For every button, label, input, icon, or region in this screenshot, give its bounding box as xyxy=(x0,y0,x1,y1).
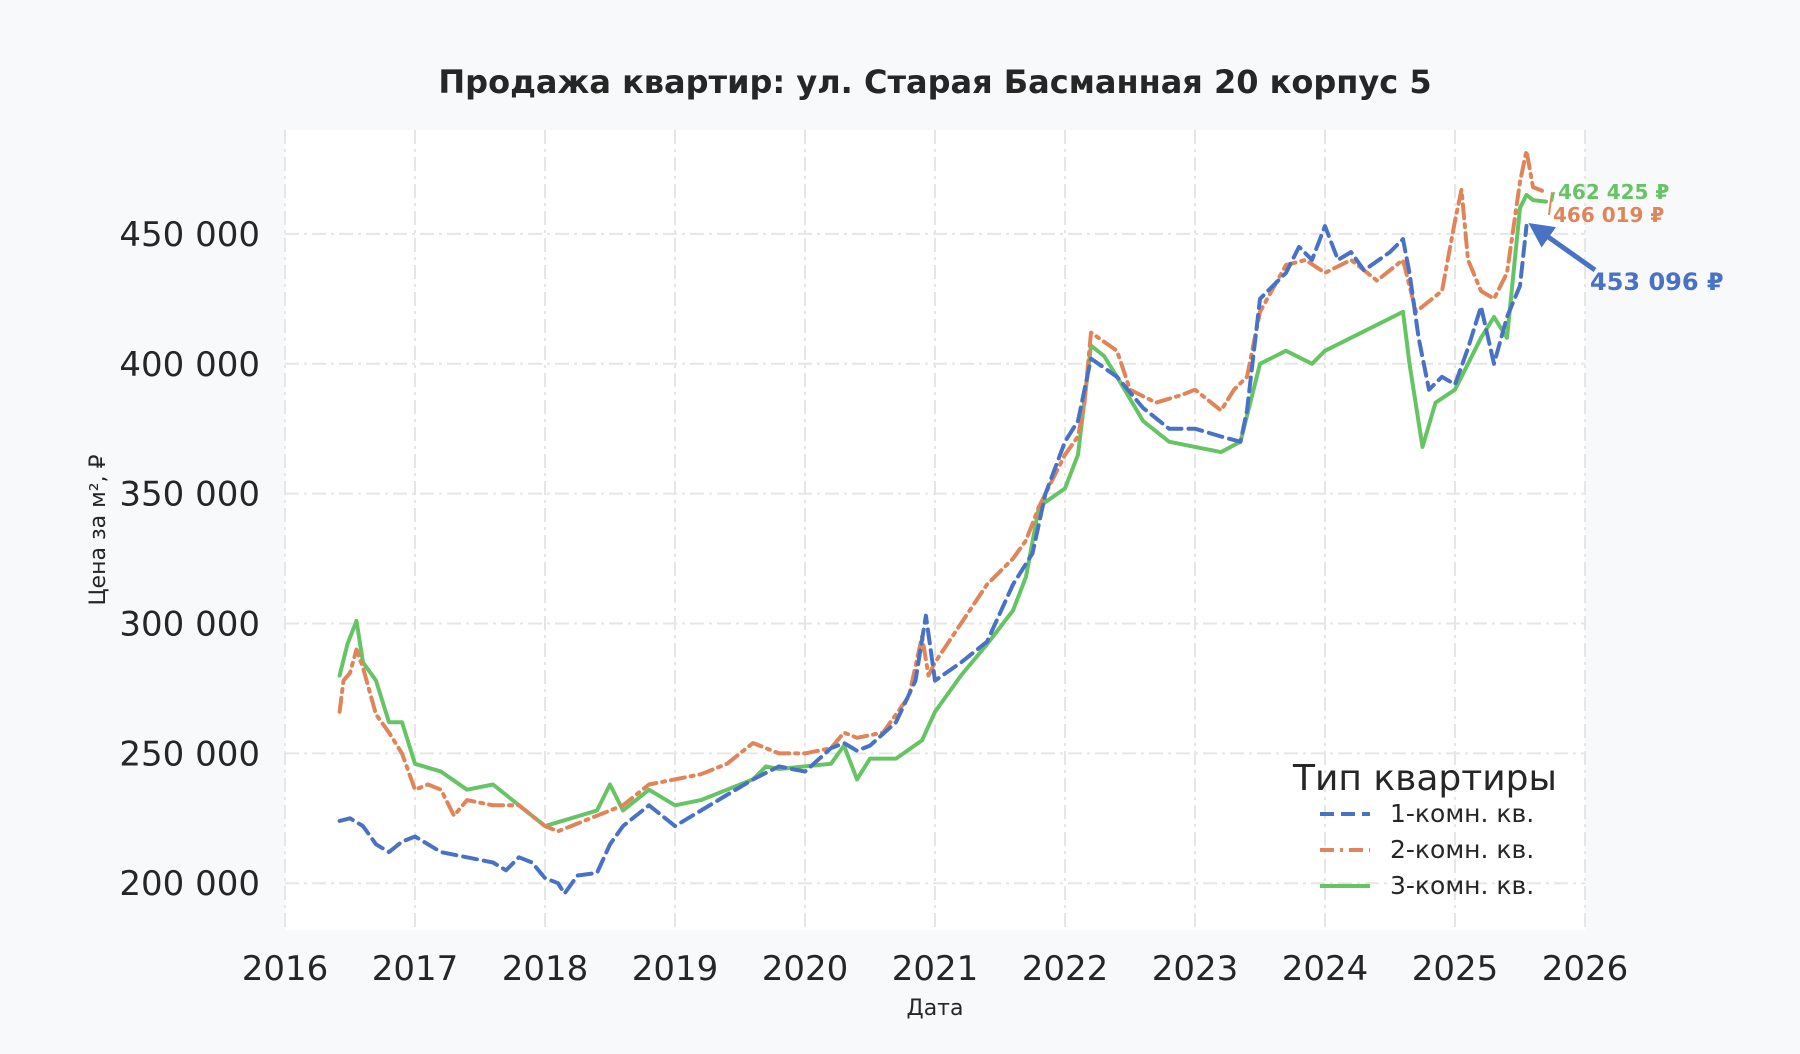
x-tick-label: 2023 xyxy=(1152,949,1239,989)
chart-title: Продажа квартир: ул. Старая Басманная 20… xyxy=(438,63,1431,101)
x-tick-label: 2020 xyxy=(762,949,849,989)
legend-label: 2-комн. кв. xyxy=(1390,835,1534,864)
grid xyxy=(284,130,1586,930)
x-tick-label: 2017 xyxy=(372,949,459,989)
annotation-leader xyxy=(1551,191,1555,202)
annotations: 453 096 ₽ 466 019 ₽462 425 ₽ xyxy=(1528,180,1724,296)
legend-label: 1-комн. кв. xyxy=(1390,799,1534,828)
y-tick-label: 450 000 xyxy=(119,215,260,255)
legend-items: 1-комн. кв. 2-комн. кв. 3-комн. кв. xyxy=(1320,799,1534,900)
y-tick-label: 250 000 xyxy=(119,734,260,774)
x-tick-label: 2024 xyxy=(1282,949,1369,989)
legend: Тип квартиры 1-комн. кв. 2-комн. кв. 3-ком… xyxy=(1292,758,1557,900)
annotation-label: 453 096 ₽ xyxy=(1590,268,1724,296)
series-line-3 xyxy=(337,192,1548,829)
y-tick-label: 400 000 xyxy=(119,345,260,385)
y-axis-label: Цена за м², ₽ xyxy=(86,454,111,605)
x-tick-label: 2022 xyxy=(1022,949,1109,989)
series-line-2 xyxy=(337,148,1548,834)
x-axis-label: Дата xyxy=(907,996,964,1021)
y-tick-label: 350 000 xyxy=(119,475,260,515)
annotation-arrow xyxy=(1528,222,1597,273)
y-tick-label: 300 000 xyxy=(119,605,260,645)
annotation-label: 466 019 ₽ xyxy=(1553,203,1664,227)
annotation-leader xyxy=(1548,192,1553,216)
x-tick-label: 2018 xyxy=(502,949,589,989)
annotation-label: 462 425 ₽ xyxy=(1558,180,1669,204)
x-tick-label: 2026 xyxy=(1542,949,1629,989)
x-tick-label: 2025 xyxy=(1412,949,1499,989)
legend-label: 3-комн. кв. xyxy=(1390,871,1534,900)
x-tick-label: 2016 xyxy=(242,949,329,989)
legend-title: Тип квартиры xyxy=(1292,758,1557,799)
y-tick-label: 200 000 xyxy=(119,864,260,904)
tick-labels: 2016 2017 2018 2019 2020 2021 2022 2023 2024 2025… xyxy=(119,215,1628,989)
series-line-1 xyxy=(337,223,1529,896)
x-tick-label: 2019 xyxy=(632,949,719,989)
x-tick-label: 2021 xyxy=(892,949,979,989)
series-lines xyxy=(337,148,1548,896)
